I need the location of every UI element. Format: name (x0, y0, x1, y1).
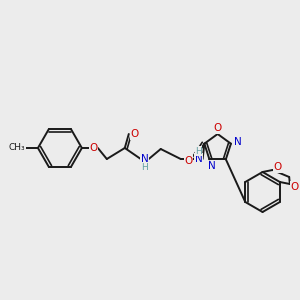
Text: H: H (141, 163, 148, 172)
Text: O: O (291, 182, 299, 192)
Text: O: O (90, 143, 98, 153)
Text: H: H (195, 146, 202, 155)
Text: O: O (214, 123, 222, 133)
Text: O: O (131, 129, 139, 139)
Text: N: N (234, 137, 242, 147)
Text: N: N (195, 154, 203, 164)
Text: O: O (273, 162, 282, 172)
Text: O: O (184, 156, 193, 166)
Text: CH₃: CH₃ (9, 143, 25, 152)
Text: N: N (208, 161, 215, 171)
Text: N: N (141, 154, 148, 164)
